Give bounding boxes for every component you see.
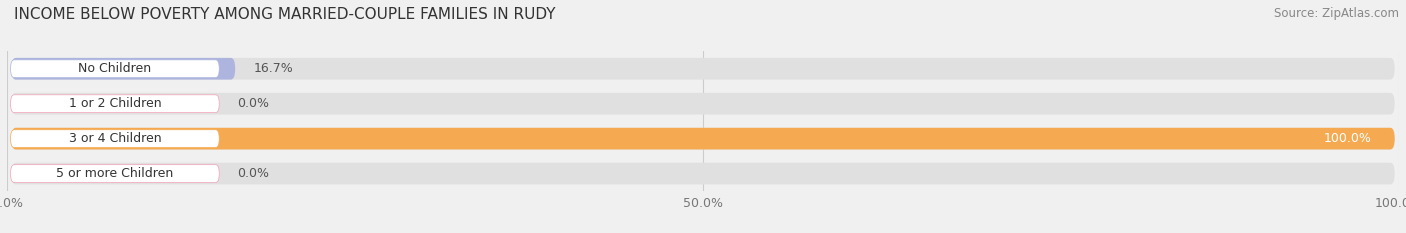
Text: 3 or 4 Children: 3 or 4 Children — [69, 132, 162, 145]
Text: Source: ZipAtlas.com: Source: ZipAtlas.com — [1274, 7, 1399, 20]
FancyBboxPatch shape — [11, 93, 1395, 115]
Text: 0.0%: 0.0% — [236, 97, 269, 110]
FancyBboxPatch shape — [11, 163, 1395, 185]
FancyBboxPatch shape — [11, 58, 1395, 80]
Text: 0.0%: 0.0% — [236, 167, 269, 180]
Text: 5 or more Children: 5 or more Children — [56, 167, 173, 180]
FancyBboxPatch shape — [11, 60, 219, 78]
FancyBboxPatch shape — [11, 58, 235, 80]
Text: No Children: No Children — [79, 62, 152, 75]
Text: 100.0%: 100.0% — [1323, 132, 1371, 145]
Text: 1 or 2 Children: 1 or 2 Children — [69, 97, 162, 110]
Text: INCOME BELOW POVERTY AMONG MARRIED-COUPLE FAMILIES IN RUDY: INCOME BELOW POVERTY AMONG MARRIED-COUPL… — [14, 7, 555, 22]
FancyBboxPatch shape — [11, 95, 219, 113]
FancyBboxPatch shape — [11, 128, 1395, 150]
FancyBboxPatch shape — [11, 165, 219, 182]
Text: 16.7%: 16.7% — [253, 62, 294, 75]
FancyBboxPatch shape — [11, 130, 219, 147]
FancyBboxPatch shape — [11, 128, 1395, 150]
